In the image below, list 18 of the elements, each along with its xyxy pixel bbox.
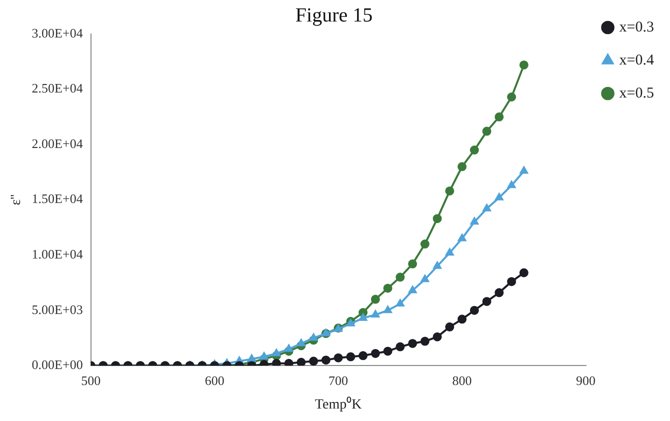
y-tick-label: 1.50E+04 <box>32 191 84 206</box>
legend-label: x=0.4 <box>619 52 654 68</box>
y-tick-label: 2.50E+04 <box>32 80 84 96</box>
chart-title: Figure 15 <box>295 4 373 26</box>
x-tick-label: 800 <box>452 372 472 388</box>
y-tick-label: 5.00E+03 <box>32 302 83 317</box>
y-tick-label: 2.00E+04 <box>32 136 84 151</box>
y-tick-label: 0.00E+00 <box>32 357 83 372</box>
legend-label: x=0.5 <box>619 85 654 102</box>
x-tick-label: 700 <box>328 372 348 388</box>
x-tick-label: 500 <box>81 372 101 388</box>
y-tick-label: 1.00E+04 <box>32 246 84 262</box>
x-tick-label: 900 <box>576 372 596 388</box>
x-tick-label: 600 <box>204 372 224 388</box>
y-tick-label: 3.00E+04 <box>32 25 84 40</box>
legend-label: x=0.3 <box>619 19 654 36</box>
x-axis-title: Temp⁰K <box>314 396 362 412</box>
y-axis-title: ε'' <box>9 194 24 206</box>
